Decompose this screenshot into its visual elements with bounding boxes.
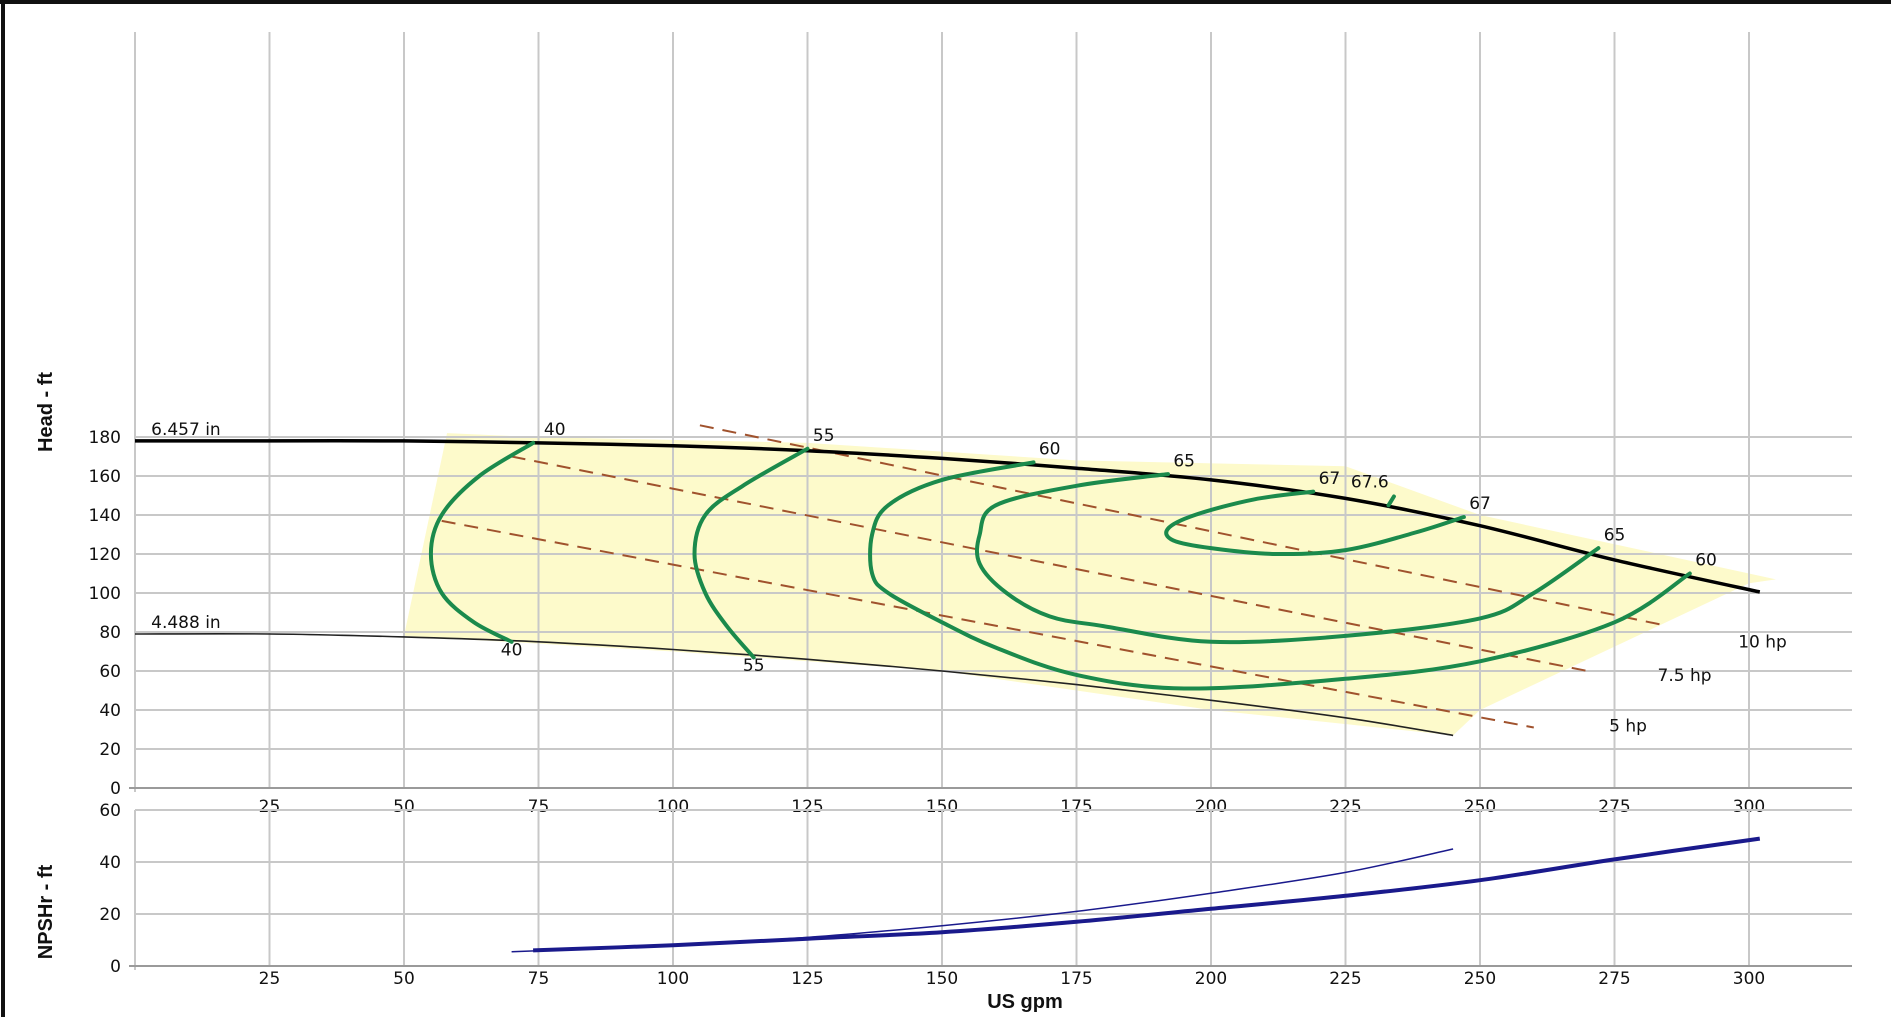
efficiency-label-0: 40 xyxy=(544,420,566,440)
npsh-x-tick-50: 50 xyxy=(393,969,415,989)
head-capacity-plot: 40 55 60 65 67 67.6 67 65 60 40 55 10 hp 7.5 hp 5 hp 6… xyxy=(89,32,1852,817)
head-y-tick-80: 80 xyxy=(99,623,121,643)
npsh-x-tick-25: 25 xyxy=(259,969,281,989)
efficiency-label-1: 55 xyxy=(813,426,835,446)
efficiency-label-7: 65 xyxy=(1604,525,1626,545)
efficiency-label-9: 40 xyxy=(501,640,523,660)
npshr-curve-1 xyxy=(511,848,1454,953)
head-x-tick-150: 150 xyxy=(926,797,958,817)
head-y-tick-180: 180 xyxy=(89,428,121,448)
head-x-tick-100: 100 xyxy=(657,797,689,817)
efficiency-label-2: 60 xyxy=(1039,440,1061,460)
impeller-curve-max xyxy=(135,439,1761,594)
efficiency-label-10: 55 xyxy=(743,656,765,676)
power-line-5-hp xyxy=(441,519,1534,729)
x-axis-title: US gpm xyxy=(987,991,1063,1013)
npsh-x-tick-275: 275 xyxy=(1598,969,1630,989)
impeller-curve-min xyxy=(134,632,1454,737)
head-y-tick-20: 20 xyxy=(99,740,121,760)
head-x-tick-25: 25 xyxy=(259,797,281,817)
npsh-x-tick-175: 175 xyxy=(1060,969,1092,989)
head-x-tick-125: 125 xyxy=(791,797,823,817)
efficiency-label-8: 60 xyxy=(1695,551,1717,571)
npsh-x-tick-125: 125 xyxy=(791,969,823,989)
head-y-tick-100: 100 xyxy=(89,584,121,604)
head-x-tick-200: 200 xyxy=(1195,797,1227,817)
head-axis-title: Head - ft xyxy=(35,372,57,452)
operating-region xyxy=(404,433,1776,736)
efficiency-label-5: 67.6 xyxy=(1351,473,1389,493)
head-x-tick-75: 75 xyxy=(528,797,550,817)
head-x-tick-225: 225 xyxy=(1329,797,1361,817)
npsh-x-tick-250: 250 xyxy=(1464,969,1496,989)
npsh-y-tick-40: 40 xyxy=(99,853,121,873)
impeller-label-0: 6.457 in xyxy=(151,420,221,440)
head-y-tick-120: 120 xyxy=(89,545,121,565)
head-y-tick-60: 60 xyxy=(99,662,121,682)
head-y-tick-0: 0 xyxy=(110,779,121,799)
power-label-1: 7.5 hp xyxy=(1658,666,1712,686)
npshr-plot: 0 20 40 60 25 50 75 100 125 150 175 200 225 250 275 300 xyxy=(99,801,1852,989)
npsh-x-tick-200: 200 xyxy=(1195,969,1227,989)
efficiency-label-3: 65 xyxy=(1173,451,1195,471)
head-y-tick-40: 40 xyxy=(99,701,121,721)
efficiency-curve-3 xyxy=(975,472,1601,645)
npsh-x-tick-300: 300 xyxy=(1733,969,1765,989)
head-y-tick-160: 160 xyxy=(89,467,121,487)
npsh-x-tick-225: 225 xyxy=(1329,969,1361,989)
efficiency-curve-2 xyxy=(868,460,1692,691)
npsh-y-tick-60: 60 xyxy=(99,801,121,821)
npsh-y-tick-20: 20 xyxy=(99,905,121,925)
npsh-x-tick-150: 150 xyxy=(926,969,958,989)
power-label-0: 10 hp xyxy=(1738,633,1787,653)
head-x-tick-275: 275 xyxy=(1598,797,1630,817)
efficiency-curve-1 xyxy=(692,446,810,660)
head-x-tick-50: 50 xyxy=(393,797,415,817)
npsh-x-tick-75: 75 xyxy=(528,969,550,989)
efficiency-curve-4 xyxy=(1164,489,1466,557)
head-x-tick-175: 175 xyxy=(1060,797,1092,817)
npsh-y-tick-0: 0 xyxy=(110,957,121,977)
head-x-tick-300: 300 xyxy=(1733,797,1765,817)
head-x-tick-250: 250 xyxy=(1464,797,1496,817)
efficiency-curve-5 xyxy=(1386,494,1396,508)
efficiency-label-6: 67 xyxy=(1469,494,1491,514)
impeller-label-1: 4.488 in xyxy=(151,613,221,633)
efficiency-label-4: 67 xyxy=(1319,469,1341,489)
power-line-10-hp xyxy=(699,424,1669,628)
power-label-2: 5 hp xyxy=(1609,716,1647,736)
head-y-tick-140: 140 xyxy=(89,506,121,526)
npshr-axis-title: NPSHr - ft xyxy=(35,864,57,959)
efficiency-curve-0 xyxy=(428,440,536,644)
npsh-x-tick-100: 100 xyxy=(657,969,689,989)
